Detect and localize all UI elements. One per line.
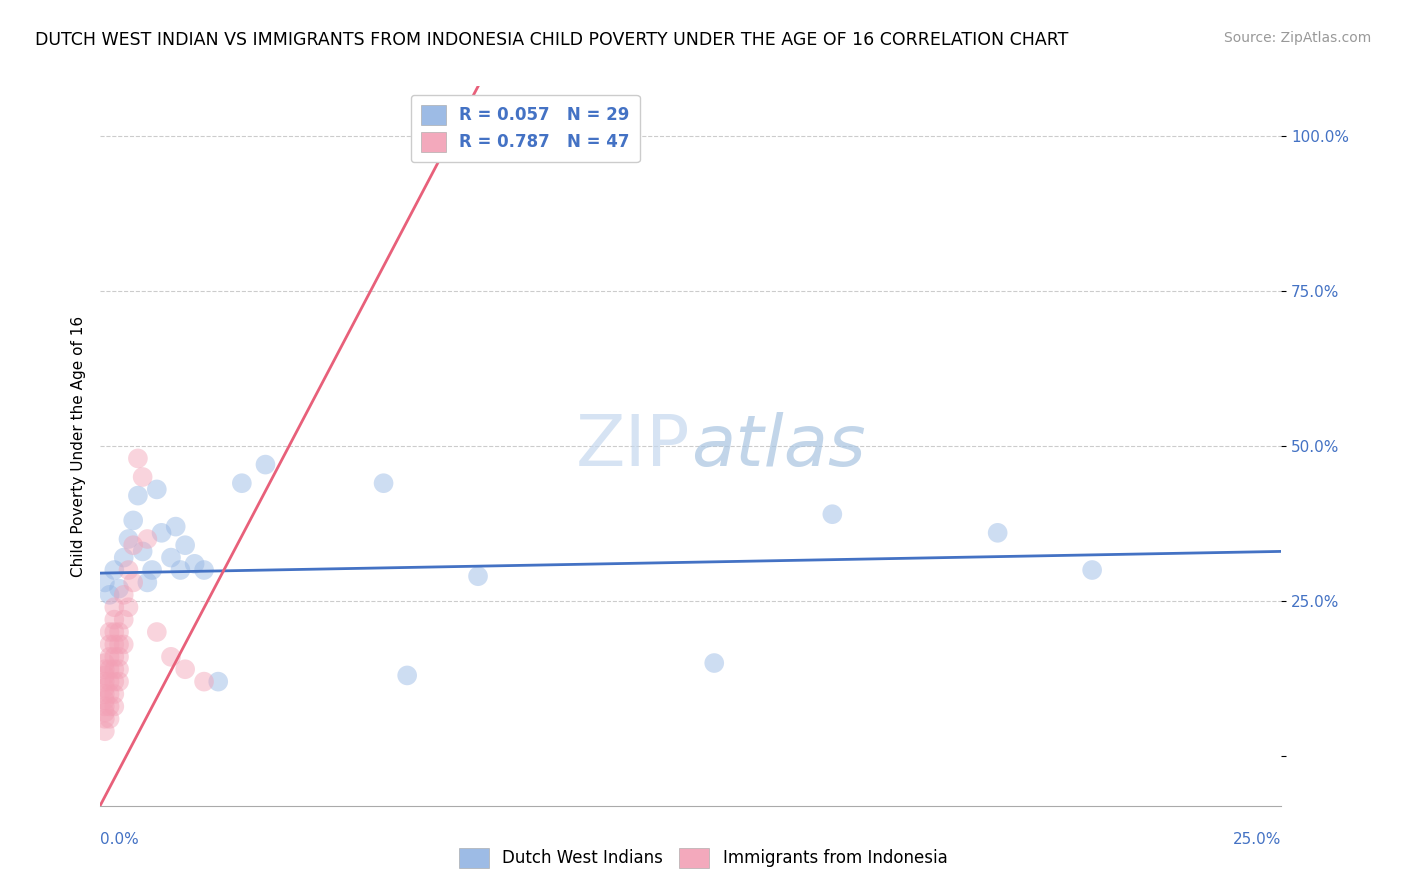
Legend: R = 0.057   N = 29, R = 0.787   N = 47: R = 0.057 N = 29, R = 0.787 N = 47 bbox=[411, 95, 640, 162]
Point bbox=[103, 649, 125, 664]
Point bbox=[103, 699, 125, 714]
Point bbox=[207, 674, 229, 689]
Point bbox=[98, 588, 121, 602]
Point bbox=[98, 687, 121, 701]
Point bbox=[103, 563, 125, 577]
Point bbox=[183, 557, 205, 571]
Point bbox=[112, 550, 135, 565]
Point bbox=[94, 662, 117, 676]
Text: atlas: atlas bbox=[690, 411, 865, 481]
Point bbox=[467, 569, 489, 583]
Point bbox=[122, 513, 145, 527]
Text: 0.0%: 0.0% bbox=[100, 832, 139, 847]
Point bbox=[94, 712, 117, 726]
Point bbox=[94, 656, 117, 670]
Point bbox=[136, 575, 159, 590]
Point bbox=[193, 674, 215, 689]
Point bbox=[98, 637, 121, 651]
Point bbox=[174, 538, 197, 552]
Point bbox=[98, 699, 121, 714]
Point bbox=[117, 532, 139, 546]
Point bbox=[1081, 563, 1104, 577]
Text: DUTCH WEST INDIAN VS IMMIGRANTS FROM INDONESIA CHILD POVERTY UNDER THE AGE OF 16: DUTCH WEST INDIAN VS IMMIGRANTS FROM IND… bbox=[35, 31, 1069, 49]
Point bbox=[94, 674, 117, 689]
Point bbox=[987, 525, 1010, 540]
Point bbox=[821, 507, 844, 521]
Point bbox=[103, 600, 125, 615]
Point bbox=[165, 519, 187, 533]
Point bbox=[94, 687, 117, 701]
Point bbox=[160, 550, 183, 565]
Point bbox=[98, 649, 121, 664]
Point bbox=[98, 674, 121, 689]
Y-axis label: Child Poverty Under the Age of 16: Child Poverty Under the Age of 16 bbox=[72, 316, 86, 576]
Point bbox=[127, 451, 149, 466]
Point bbox=[103, 625, 125, 640]
Point bbox=[141, 563, 163, 577]
Text: 25.0%: 25.0% bbox=[1233, 832, 1281, 847]
Point bbox=[94, 706, 117, 720]
Point bbox=[117, 600, 139, 615]
Point bbox=[98, 712, 121, 726]
Point bbox=[103, 613, 125, 627]
Point bbox=[117, 563, 139, 577]
Point bbox=[122, 575, 145, 590]
Text: Source: ZipAtlas.com: Source: ZipAtlas.com bbox=[1223, 31, 1371, 45]
Point bbox=[150, 525, 173, 540]
Point bbox=[373, 476, 395, 491]
Point bbox=[112, 613, 135, 627]
Point bbox=[127, 489, 149, 503]
Point bbox=[94, 693, 117, 707]
Point bbox=[94, 724, 117, 739]
Point bbox=[169, 563, 191, 577]
Point bbox=[108, 582, 131, 596]
Point bbox=[103, 662, 125, 676]
Point bbox=[103, 637, 125, 651]
Point bbox=[108, 649, 131, 664]
Point bbox=[98, 662, 121, 676]
Point bbox=[122, 538, 145, 552]
Point bbox=[131, 544, 153, 558]
Point bbox=[193, 563, 215, 577]
Point bbox=[112, 637, 135, 651]
Point bbox=[94, 668, 117, 682]
Point bbox=[160, 649, 183, 664]
Point bbox=[103, 674, 125, 689]
Point bbox=[131, 470, 153, 484]
Point bbox=[98, 625, 121, 640]
Legend: Dutch West Indians, Immigrants from Indonesia: Dutch West Indians, Immigrants from Indo… bbox=[451, 841, 955, 875]
Point bbox=[146, 483, 169, 497]
Point bbox=[94, 699, 117, 714]
Point bbox=[703, 656, 725, 670]
Point bbox=[231, 476, 253, 491]
Point bbox=[174, 662, 197, 676]
Point bbox=[108, 674, 131, 689]
Point bbox=[396, 668, 419, 682]
Point bbox=[94, 681, 117, 695]
Point bbox=[108, 662, 131, 676]
Point bbox=[108, 625, 131, 640]
Point bbox=[112, 588, 135, 602]
Point bbox=[136, 532, 159, 546]
Point bbox=[94, 575, 117, 590]
Point bbox=[108, 637, 131, 651]
Point bbox=[254, 458, 277, 472]
Point bbox=[103, 687, 125, 701]
Text: ZIP: ZIP bbox=[576, 411, 690, 481]
Point bbox=[146, 625, 169, 640]
